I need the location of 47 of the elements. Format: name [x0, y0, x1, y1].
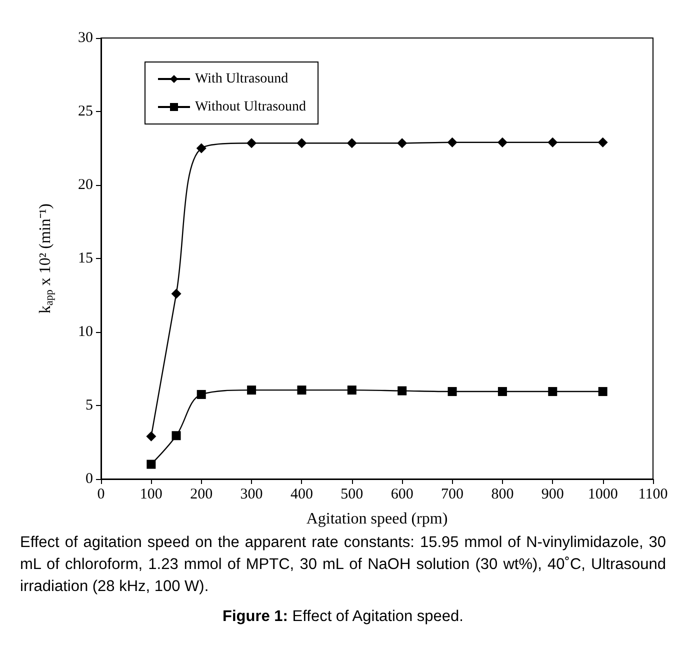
point [297, 386, 306, 395]
y-tick-label: 30 [78, 30, 93, 46]
x-tick-label: 900 [541, 486, 564, 502]
x-tick-label: 400 [290, 486, 313, 502]
caption: Figure 1: Effect of Agitation speed. [222, 607, 464, 627]
point [246, 138, 257, 148]
y-axis-title: kapp x 10² (min⁻¹) [37, 203, 56, 314]
point [448, 387, 457, 396]
y-tick-label: 25 [78, 104, 93, 120]
x-axis-title: Agitation speed (rpm) [306, 510, 448, 528]
point [447, 137, 458, 148]
text: Effect of agitation speed on the apparent rate constants: 15.95 mmol of N-vinylimidazole, 30 mL of chloroform, 1.23 mmol of MPTC, 30 mL of NaOH solution (30 wt%), 40˚C, Ultrasound irradiation (28 kHz, 100 W). [20, 533, 666, 597]
x-tick-label: 300 [240, 486, 263, 502]
point [548, 137, 558, 148]
point [172, 431, 181, 440]
point [196, 143, 206, 154]
x-tick-label: 800 [491, 486, 514, 502]
legend-label: Without Ultrasound [195, 100, 306, 114]
y-tick-label: 20 [78, 177, 93, 193]
point [171, 288, 182, 299]
point [196, 390, 206, 399]
y-tick-label: 10 [78, 324, 93, 340]
point [498, 387, 507, 396]
point [146, 431, 156, 442]
point [247, 386, 256, 395]
y-tick-label: 15 [78, 250, 93, 266]
point [347, 386, 356, 395]
x-tick-label: 1000 [588, 486, 618, 502]
x-tick-label: 200 [190, 486, 213, 502]
point [398, 386, 407, 396]
point [296, 138, 307, 148]
legend-label: With Ultrasound [195, 72, 288, 86]
x-tick-label: 1100 [638, 486, 668, 502]
x-tick-label: 0 [97, 486, 105, 502]
point [146, 460, 156, 469]
y-tick-label: 5 [86, 398, 93, 414]
x-tick-label: 700 [441, 486, 464, 502]
y-tick-label: 0 [86, 471, 93, 487]
x-tick-label: 600 [390, 486, 414, 502]
point [598, 137, 608, 148]
point [397, 138, 408, 148]
x-tick-label: 100 [140, 486, 162, 502]
point [548, 387, 558, 396]
point [598, 387, 608, 396]
point [497, 137, 508, 148]
point [346, 138, 357, 148]
x-tick-label: 500 [340, 486, 364, 502]
